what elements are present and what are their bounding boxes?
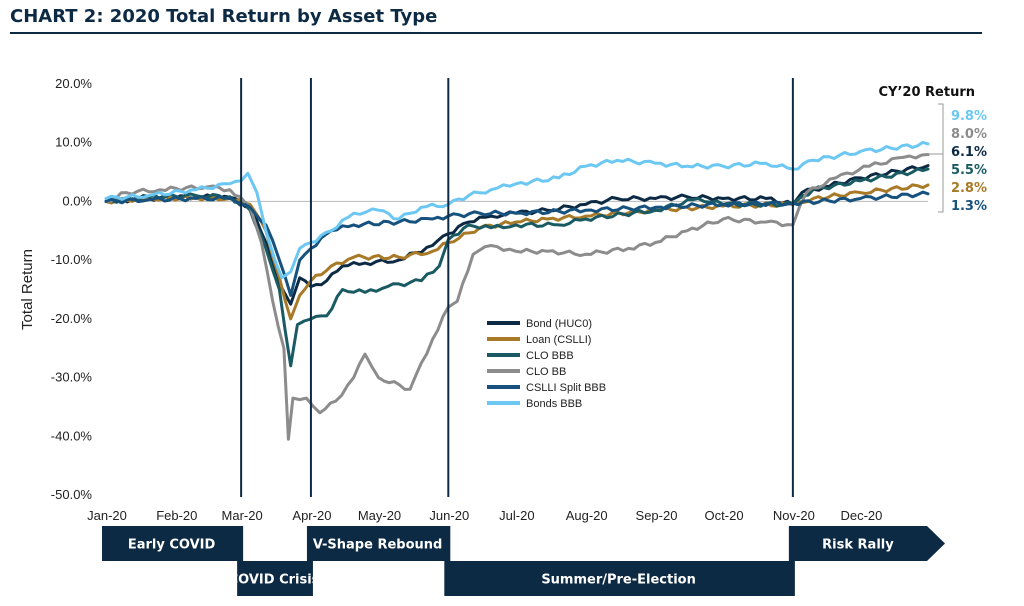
x-tick-label: Jul-20 [499, 508, 534, 523]
y-tick-label: 10.0% [55, 135, 92, 150]
legend-label: Bond (HUC0) [526, 318, 592, 330]
x-tick-label: May-20 [358, 508, 401, 523]
y-tick-label: 20.0% [55, 76, 92, 91]
y-tick-label: -40.0% [51, 428, 93, 443]
x-tick-label: Oct-20 [705, 508, 744, 523]
y-tick-label: -30.0% [51, 370, 93, 385]
legend-label: CLO BBB [526, 350, 574, 362]
series-line [104, 164, 930, 306]
chart-title: CHART 2: 2020 Total Return by Asset Type [10, 6, 438, 27]
x-tick-label: Apr-20 [292, 508, 331, 523]
y-tick-label: -10.0% [51, 252, 93, 267]
phase-banner-label: Early COVID [128, 538, 216, 553]
phase-banner-label: COVID Crisis [229, 573, 320, 588]
phase-banner [788, 526, 945, 561]
y-tick-label: -50.0% [51, 487, 93, 502]
phase-banner [306, 526, 451, 561]
phase-banner-label: V-Shape Rebound [313, 538, 442, 553]
phase-banner [444, 561, 795, 596]
series-line [104, 190, 930, 297]
x-tick-label: Dec-20 [840, 508, 882, 523]
legend-label: CLO BB [526, 366, 566, 378]
cy-return-header: CY’20 Return [879, 85, 975, 100]
cy-return-value: 5.5% [951, 163, 987, 178]
phase-banner [237, 561, 313, 596]
cy-return-value: 9.8% [951, 109, 987, 124]
x-tick-label: Jun-20 [429, 508, 469, 523]
cy-return-value: 6.1% [951, 145, 987, 160]
cy-return-value: 2.8% [951, 181, 987, 196]
cy-return-bracket [938, 103, 944, 213]
y-tick-label: 0.0% [62, 193, 92, 208]
phase-banner-label: Summer/Pre-Election [541, 573, 696, 588]
legend-label: Loan (CSLLI) [526, 334, 591, 346]
phase-banner-label: Risk Rally [822, 538, 894, 553]
x-tick-label: Aug-20 [566, 508, 608, 523]
cy-return-value: 1.3% [951, 199, 987, 214]
phase-banner [102, 526, 244, 561]
x-tick-label: Jan-20 [87, 508, 127, 523]
series-line [104, 153, 930, 441]
y-tick-label: -20.0% [51, 311, 93, 326]
x-tick-label: Sep-20 [636, 508, 678, 523]
title-divider [10, 32, 982, 34]
x-tick-label: Nov-20 [773, 508, 815, 523]
series-line [104, 140, 930, 280]
x-tick-label: Feb-20 [156, 508, 197, 523]
x-tick-label: Mar-20 [222, 508, 263, 523]
cy-return-value: 8.0% [951, 127, 987, 142]
y-axis-label: Total Return [19, 249, 36, 330]
legend-label: CSLLI Split BBB [526, 382, 606, 394]
legend-label: Bonds BBB [526, 398, 582, 410]
